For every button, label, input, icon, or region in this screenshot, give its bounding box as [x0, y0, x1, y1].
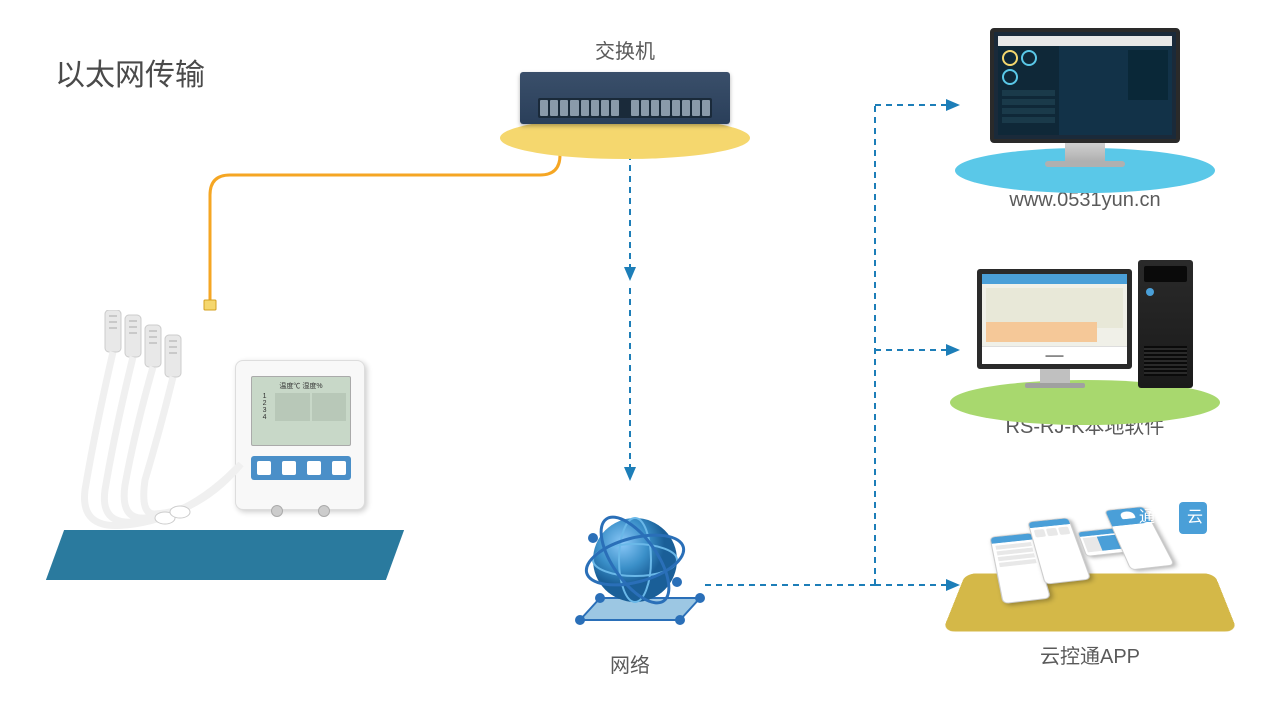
sensor-node: 温度℃ 湿度% 1234 — [55, 330, 395, 590]
sensor-probes — [65, 310, 265, 560]
app-name-badge: 云控通 — [1179, 502, 1207, 534]
app-platform — [942, 573, 1237, 631]
switch-node: 交换机 — [510, 35, 740, 124]
diagram-title: 以太网传输 — [55, 50, 205, 94]
local-software-node: ▬▬▬ RS-RJ-K本地软件 — [960, 260, 1210, 439]
local-tower — [1138, 260, 1193, 388]
local-monitor: ▬▬▬ — [977, 269, 1132, 388]
switch-label: 交换机 — [510, 35, 740, 64]
cloud-monitor — [990, 28, 1180, 167]
arrow-switch-network — [620, 143, 640, 503]
network-label: 网络 — [545, 649, 715, 678]
switch-body — [520, 72, 730, 124]
cloud-node: www.0531yun.cn — [965, 28, 1205, 212]
network-globe-icon — [545, 490, 715, 640]
cable-orange — [200, 125, 590, 325]
network-node: 网络 — [545, 490, 715, 678]
arrow-network-outputs — [705, 95, 975, 615]
app-label: 云控通APP — [965, 640, 1215, 669]
